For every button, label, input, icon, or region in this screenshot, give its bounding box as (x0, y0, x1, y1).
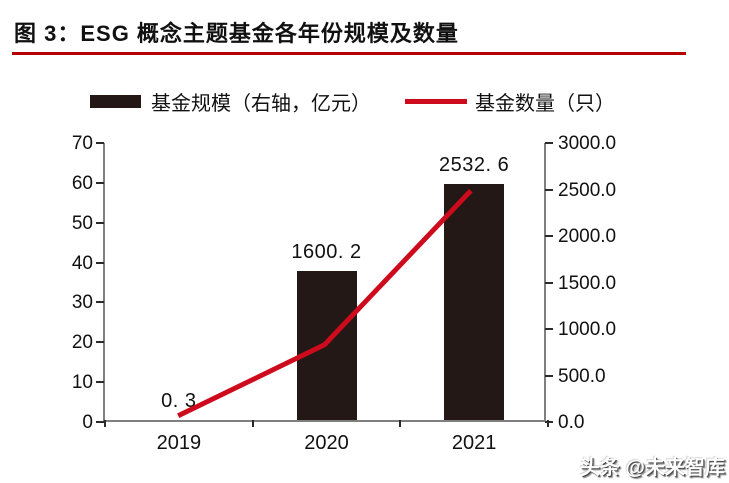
bar-value-label: 0. 3 (161, 389, 197, 412)
bar-2021 (444, 184, 505, 420)
right-axis-tick (545, 188, 553, 191)
right-axis-tick (545, 142, 553, 144)
x-axis-tick (251, 420, 254, 427)
chart-legend: 基金规模（右轴，亿元） 基金数量（只） (90, 87, 615, 116)
left-axis-tick-label: 30 (71, 292, 93, 314)
bar-series-legend-label: 基金规模（右轴，亿元） (151, 93, 371, 115)
right-axis-tick (545, 421, 553, 423)
right-axis-tick-label: 0.0 (558, 412, 585, 433)
left-axis-tick (96, 341, 104, 344)
x-axis-tick (399, 420, 402, 427)
left-axis-tick (96, 221, 104, 224)
left-axis-tick-label: 0 (82, 412, 93, 433)
x-axis-category-label: 2021 (451, 432, 497, 454)
left-axis-tick-label: 60 (71, 172, 93, 194)
left-axis-tick (96, 421, 104, 423)
right-axis-tick (545, 374, 553, 377)
left-axis-tick (96, 261, 104, 264)
left-axis-tick-label: 70 (71, 133, 93, 154)
right-axis-tick-label: 500.0 (558, 365, 606, 387)
right-axis-tick-label: 2000.0 (558, 226, 617, 247)
right-axis-tick (545, 328, 553, 330)
right-axis-tick-label: 1000.0 (558, 319, 617, 340)
bar-value-label: 2532. 6 (439, 154, 510, 177)
right-axis-tick (545, 281, 553, 284)
plot-area: 0 10 20 30 40 50 60 70 0.0 500.0 1000.0 1500.0 2000.… (72, 134, 616, 454)
line-series-legend-label: 基金数量（只） (475, 93, 615, 115)
fund-count-line (177, 188, 473, 419)
right-axis-tick-label: 3000.0 (558, 133, 617, 154)
line-series-swatch-icon (405, 99, 467, 104)
watermark: 头条 @未来智库 (579, 457, 725, 479)
bar-series-swatch-icon (90, 95, 141, 108)
x-axis-category-label: 2020 (304, 432, 349, 454)
left-axis-tick (96, 301, 104, 304)
bar-value-label: 1600. 2 (291, 241, 362, 264)
left-axis-tick (96, 142, 104, 144)
x-axis-category-label: 2019 (156, 432, 202, 454)
right-axis-tick-label: 2500.0 (558, 179, 617, 201)
x-axis-tick (104, 420, 106, 427)
right-axis-tick-label: 1500.0 (558, 272, 617, 294)
title-underline (12, 52, 686, 55)
line-series (177, 188, 473, 419)
x-axis-tick (547, 420, 549, 427)
left-axis-tick-label: 50 (71, 212, 93, 234)
left-axis-tick-label: 40 (71, 252, 93, 274)
left-axis-tick (96, 181, 104, 184)
right-axis-tick (545, 235, 553, 237)
left-axis-tick-label: 20 (71, 332, 93, 354)
left-axis-tick (96, 381, 104, 384)
left-axis-tick-label: 10 (71, 372, 93, 394)
figure-title: 图 3：ESG 概念主题基金各年份规模及数量 (14, 21, 459, 46)
